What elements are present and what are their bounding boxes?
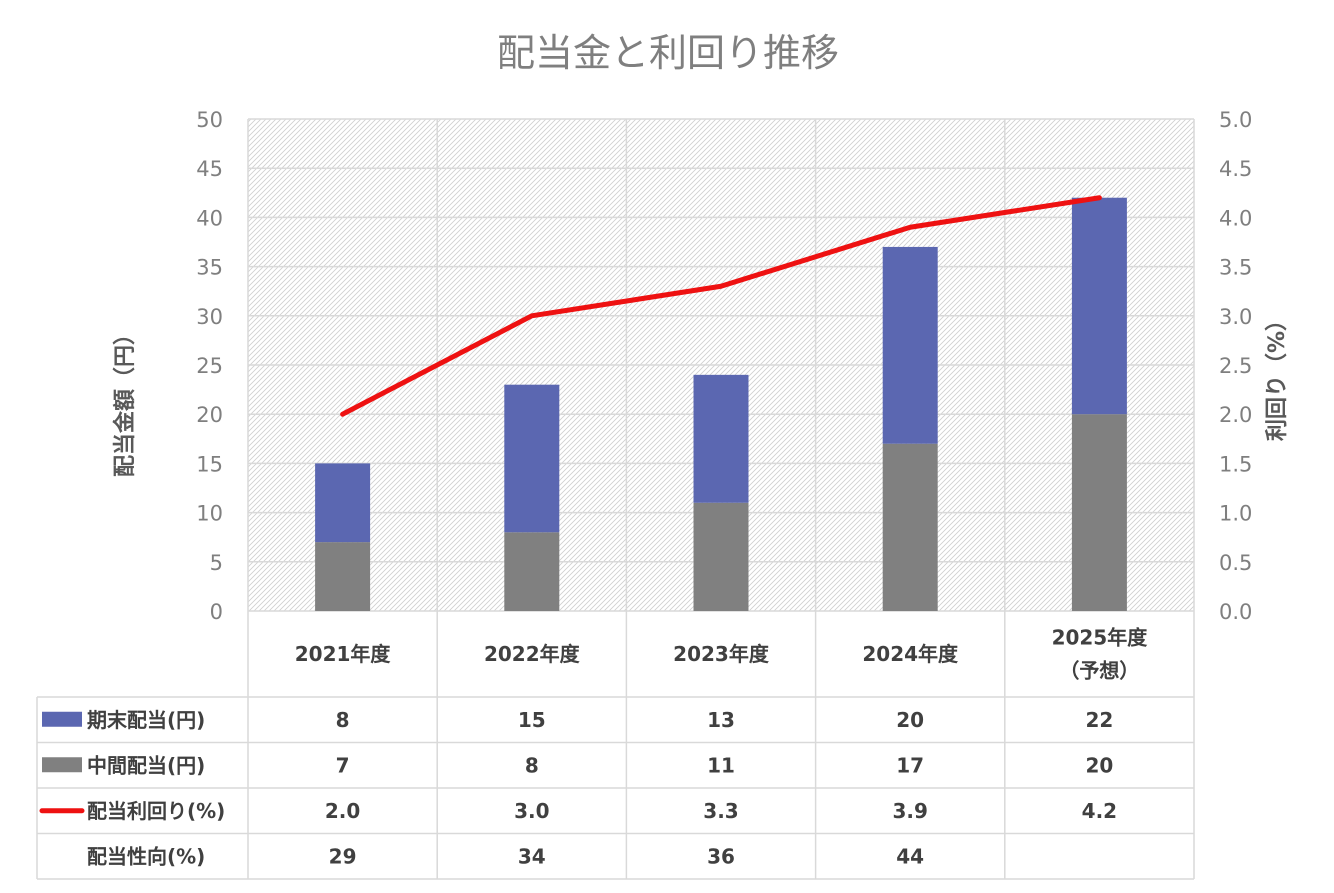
y-axis-right: 0.0 0.5 1.0 1.5 2.0 2.5 3.0 3.5 4.0 4.5 5.0 — [1219, 108, 1252, 624]
table-cell: 8 — [525, 753, 539, 777]
table-cell: 3.0 — [514, 799, 549, 823]
table-cell: 22 — [1085, 708, 1113, 732]
table-cell: 3.9 — [892, 799, 927, 823]
y2-tick-label: 1.5 — [1219, 452, 1252, 476]
yield-line — [340, 195, 1102, 417]
bar-final — [504, 384, 560, 533]
legend-swatch-interim — [42, 757, 82, 773]
y2-tick-label: 1.0 — [1219, 502, 1252, 526]
y2-tick-label: 0.5 — [1219, 551, 1252, 575]
y2-tick-label: 0.0 — [1219, 600, 1252, 624]
bar-interim — [882, 443, 938, 611]
data-table: 2021年度 2022年度 2023年度 2024年度 2025年度 （予想） 期末配当(円… — [36, 611, 1195, 880]
bar-series — [315, 197, 1127, 611]
chart-title: 配当金と利回り推移 — [497, 31, 839, 75]
bar-interim — [1071, 414, 1127, 611]
bar-interim — [315, 542, 371, 611]
y-tick-label: 20 — [196, 403, 223, 427]
table-cell: 20 — [896, 708, 924, 732]
legend-swatch-final — [42, 711, 82, 727]
table-cell: 3.3 — [703, 799, 738, 823]
bar-interim — [504, 532, 560, 611]
y-tick-label: 30 — [196, 305, 223, 329]
bar-final — [315, 463, 371, 543]
y-tick-label: 15 — [196, 452, 223, 476]
row-label-payout: 配当性向(%) — [87, 844, 205, 868]
table-cell: 7 — [336, 753, 350, 777]
category-label: 2021年度 — [295, 642, 392, 666]
row-label-interim: 中間配当(円) — [87, 753, 205, 777]
table-cell: 13 — [707, 708, 735, 732]
bar-final — [693, 374, 749, 503]
y2-tick-label: 3.0 — [1219, 305, 1252, 329]
y2-tick-label: 5.0 — [1219, 108, 1252, 132]
table-cell: 2.0 — [325, 799, 360, 823]
y-tick-label: 45 — [196, 157, 223, 181]
category-label: （予想） — [1059, 659, 1139, 683]
table-cell: 29 — [329, 844, 357, 868]
category-label: 2022年度 — [484, 642, 581, 666]
y-axis-right-title: 利回り（%） — [1265, 309, 1290, 441]
yield-line-series — [340, 195, 1102, 417]
table-cell: 15 — [518, 708, 546, 732]
table-cell: 11 — [707, 753, 735, 777]
y2-tick-label: 4.5 — [1219, 157, 1252, 181]
table-cell: 34 — [518, 844, 546, 868]
y-axis-left: 0 5 10 15 20 25 30 35 40 45 50 — [196, 108, 223, 624]
y-tick-label: 35 — [196, 256, 223, 280]
y-tick-label: 50 — [196, 108, 223, 132]
y2-tick-label: 2.5 — [1219, 354, 1252, 378]
bar-final — [1071, 197, 1127, 415]
row-label-final: 期末配当(円) — [87, 708, 205, 732]
bar-interim — [693, 502, 749, 611]
y-tick-label: 0 — [210, 600, 223, 624]
y-tick-label: 25 — [196, 354, 223, 378]
y-tick-label: 40 — [196, 206, 223, 230]
y-axis-left-title: 配当金額（円） — [112, 323, 138, 477]
table-cell: 44 — [896, 844, 924, 868]
category-label: 2025年度 — [1052, 626, 1149, 650]
y-tick-label: 10 — [196, 502, 223, 526]
y2-tick-label: 3.5 — [1219, 256, 1252, 280]
y2-tick-label: 4.0 — [1219, 206, 1252, 230]
y2-tick-label: 2.0 — [1219, 403, 1252, 427]
table-cell: 4.2 — [1082, 799, 1117, 823]
category-label: 2023年度 — [673, 642, 770, 666]
table-cell: 17 — [896, 753, 924, 777]
category-label: 2024年度 — [862, 642, 959, 666]
row-label-yield: 配当利回り(%) — [87, 799, 225, 823]
table-cell: 36 — [707, 844, 735, 868]
table-cell: 8 — [336, 708, 350, 732]
y-tick-label: 5 — [210, 551, 223, 575]
bar-final — [882, 246, 938, 444]
table-cell: 20 — [1085, 753, 1113, 777]
